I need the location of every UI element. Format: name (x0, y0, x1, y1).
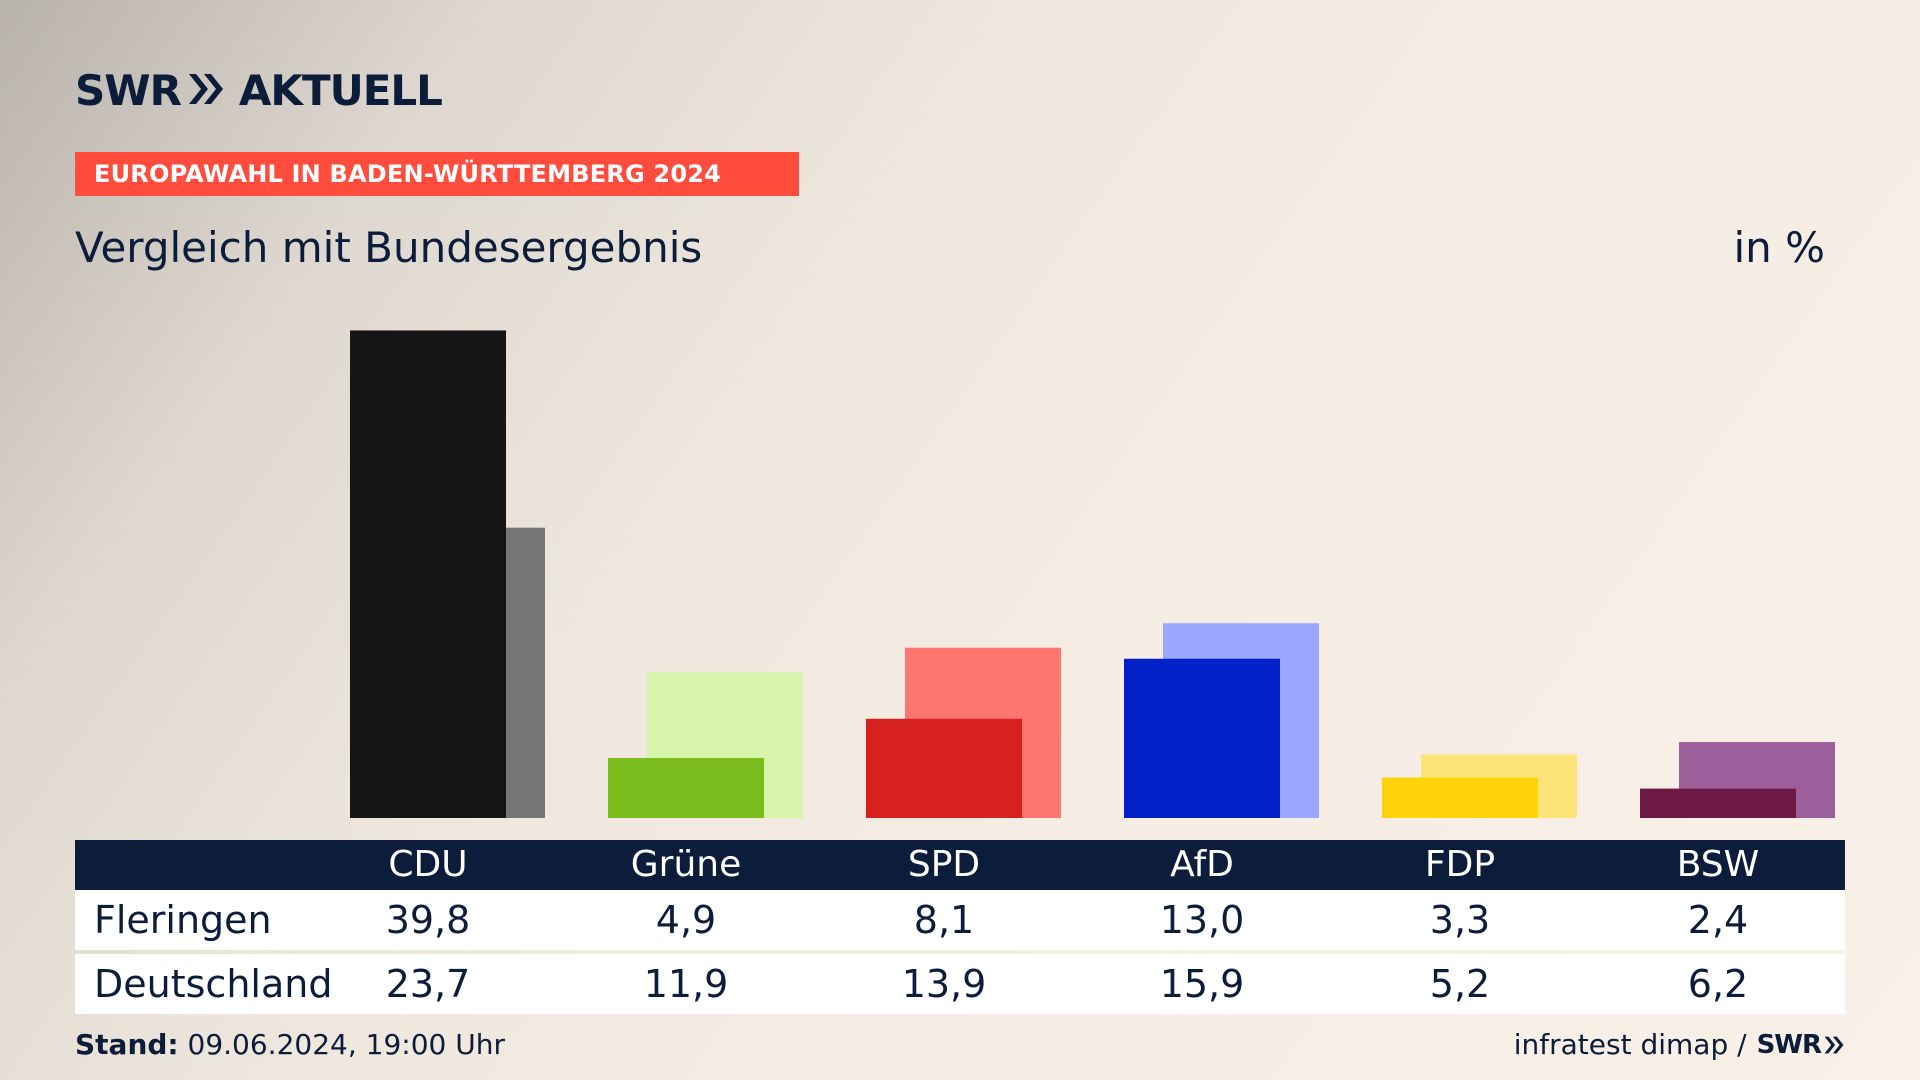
table-cell: 13,9 (901, 962, 987, 1006)
stand-label: Stand: (75, 1028, 179, 1061)
double-chevron-icon (1824, 1036, 1844, 1053)
logo-swr-text: SWR (75, 66, 182, 115)
bar-fleringen-cdu (350, 330, 506, 818)
election-banner: EUROPAWAHL IN BADEN-WÜRTTEMBERG 2024 (75, 152, 799, 196)
table-cell: 8,1 (913, 898, 975, 942)
bar-fleringen-fdp (1382, 777, 1538, 818)
results-table: CDU Grüne SPD AfD FDP BSW Fleringen 39,8 4,9 8,… (75, 840, 1845, 1014)
chart-subtitle: Vergleich mit Bundesergebnis (75, 223, 703, 272)
table-cell: 5,2 (1429, 962, 1491, 1006)
table-row: Fleringen 39,8 4,9 8,1 13,0 3,3 2,4 (75, 890, 1845, 950)
table-cell: 13,0 (1159, 898, 1245, 942)
table-cell: 39,8 (385, 898, 471, 942)
table-cell: 23,7 (385, 962, 471, 1006)
bar-fleringen-spd (866, 718, 1022, 818)
stand-value: 09.06.2024, 19:00 Uhr (178, 1028, 505, 1061)
table-header: CDU Grüne SPD AfD FDP BSW (75, 840, 1845, 890)
table-cell: 4,9 (655, 898, 717, 942)
column-header: BSW (1676, 844, 1760, 885)
unit-label: in % (1733, 223, 1825, 272)
table-cell: 6,2 (1687, 962, 1749, 1006)
column-header: SPD (907, 844, 981, 885)
bar-fleringen-afd (1124, 658, 1280, 818)
table-cell: 3,3 (1429, 898, 1491, 942)
double-chevron-icon (187, 71, 225, 111)
swr-aktuell-logo: SWR AKTUELL (75, 66, 443, 116)
column-header: Grüne (630, 844, 742, 885)
bar-fleringen-bsw (1640, 788, 1796, 818)
table-row: Deutschland 23,7 11,9 13,9 15,9 5,2 6,2 (75, 954, 1845, 1014)
column-header: AfD (1170, 844, 1234, 885)
source-brand: SWR (1756, 1029, 1822, 1060)
row-label: Deutschland (94, 962, 333, 1006)
table-cell: 2,4 (1687, 898, 1749, 942)
bar-fleringen-grüne (608, 757, 764, 818)
timestamp: Stand: 09.06.2024, 19:00 Uhr (75, 1028, 505, 1061)
source-text: infratest dimap / (1513, 1028, 1747, 1061)
source-credit: infratest dimap / SWR (1514, 1028, 1845, 1061)
bar-chart (350, 330, 1835, 818)
column-header: CDU (388, 844, 468, 885)
table-cell: 15,9 (1159, 962, 1245, 1006)
table-cell: 11,9 (643, 962, 729, 1006)
logo-aktuell-text: AKTUELL (238, 66, 443, 115)
row-label: Fleringen (94, 898, 272, 942)
column-header: FDP (1424, 844, 1496, 885)
